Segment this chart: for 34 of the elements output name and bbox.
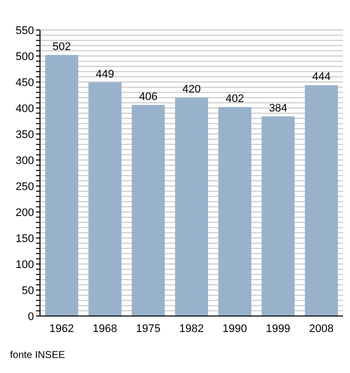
x-tick-label: 1968 (92, 322, 118, 335)
x-tick-label: 1975 (136, 322, 160, 335)
y-tick-label: 450 (16, 76, 34, 89)
data-label: 449 (96, 68, 114, 81)
data-label: 502 (52, 40, 71, 53)
y-tick-label: 350 (16, 128, 34, 141)
bar (262, 116, 295, 316)
y-tick-label: 50 (22, 284, 34, 297)
data-label: 444 (312, 71, 331, 84)
bar (132, 104, 165, 316)
x-tick-label: 1990 (222, 322, 248, 335)
data-label: 402 (226, 92, 244, 105)
y-tick-label: 150 (16, 232, 34, 245)
x-tick-label: 2008 (309, 322, 334, 335)
y-tick-label: 500 (16, 50, 34, 63)
y-tick-label: 250 (16, 180, 34, 193)
bar (304, 85, 338, 316)
source-note: fonte INSEE (10, 350, 66, 361)
bar (175, 98, 208, 316)
x-tick-label: 1962 (49, 322, 74, 335)
x-tick-label: 1982 (179, 322, 204, 335)
y-tick-label: 550 (16, 24, 34, 37)
bar (45, 54, 78, 316)
bar (218, 106, 252, 316)
y-tick-label: 300 (16, 154, 34, 167)
data-label: 384 (268, 102, 288, 114)
y-tick-label: 0 (28, 310, 34, 323)
data-label: 420 (182, 84, 201, 96)
y-tick-label: 200 (16, 206, 34, 219)
bar (88, 82, 122, 316)
y-tick-label: 400 (16, 102, 34, 115)
x-tick-label: 1999 (266, 322, 290, 335)
y-tick-label: 100 (16, 258, 34, 271)
data-label: 406 (139, 90, 158, 103)
